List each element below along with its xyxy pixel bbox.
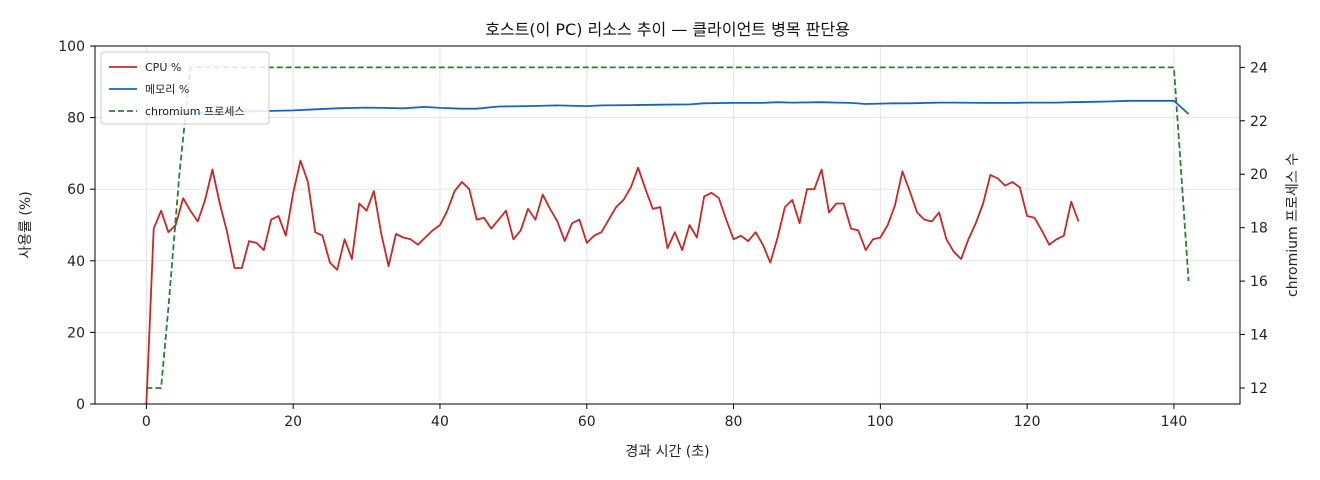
legend-label: 메모리 % (145, 83, 189, 96)
y2-tick-label: 20 (1250, 167, 1268, 183)
y2-axis-label: chromium 프로세스 수 (1285, 153, 1301, 297)
x-tick-label: 120 (1014, 414, 1041, 430)
x-tick-label: 40 (431, 414, 449, 430)
y2-tick-label: 14 (1250, 328, 1268, 344)
plot-frame (94, 45, 1241, 405)
y-tick-label: 80 (67, 111, 85, 127)
y2-tick-label: 18 (1250, 221, 1268, 237)
x-tick-label: 0 (142, 414, 151, 430)
y-tick-label: 0 (76, 397, 85, 413)
series-line-0 (145, 159, 1080, 405)
x-tick-label: 100 (867, 414, 894, 430)
y-tick-label: 60 (67, 182, 85, 198)
x-tick-label: 140 (1161, 414, 1188, 430)
y-tick-label: 100 (58, 39, 85, 55)
y2-tick-label: 22 (1250, 114, 1268, 130)
y2-tick-label: 16 (1250, 274, 1268, 290)
chart-title: 호스트(이 PC) 리소스 추이 — 클라이언트 병목 판단용 (485, 20, 850, 39)
x-tick-label: 60 (578, 414, 596, 430)
x-axis-label: 경과 시간 (초) (625, 444, 709, 460)
series-line-1 (146, 99, 1190, 117)
ticks-layer: 0 20 40 60 80 100 120 140 0 20 40 60 80 100 12 14 16 18 20… (58, 39, 1268, 430)
y-axis-label: 사용률 (%) (18, 191, 34, 258)
y2-tick-label: 24 (1250, 60, 1268, 76)
x-tick-label: 20 (284, 414, 302, 430)
y-tick-label: 40 (67, 254, 85, 270)
legend-label: chromium 프로세스 (145, 105, 244, 118)
y2-tick-label: 12 (1250, 381, 1268, 397)
x-tick-label: 80 (725, 414, 743, 430)
legend-box (100, 51, 270, 125)
legend: CPU % 메모리 % chromium 프로세스 (100, 51, 270, 125)
legend-label: CPU % (145, 61, 181, 74)
y-tick-label: 20 (67, 325, 85, 341)
